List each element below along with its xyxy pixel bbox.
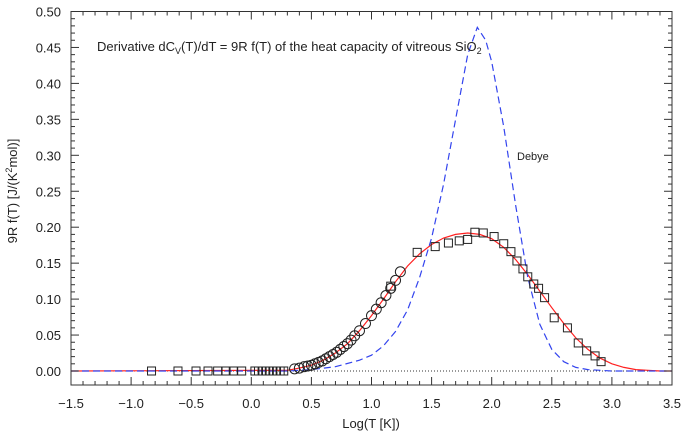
square-point — [203, 366, 213, 376]
x-tick-label: 2.5 — [543, 396, 561, 411]
x-tick-label: 3.5 — [663, 396, 681, 411]
square-point — [237, 366, 247, 376]
title-part: Derivative dC — [97, 39, 175, 54]
square-point — [489, 232, 499, 242]
circle-point — [353, 325, 365, 337]
y-tick-label: 0.20 — [36, 220, 61, 235]
ylabel-part: mol)] — [5, 139, 20, 168]
title-sub: V — [175, 46, 181, 56]
circle-point — [334, 343, 346, 355]
circle-point — [331, 346, 343, 358]
square-point — [512, 256, 522, 266]
square-point — [221, 366, 231, 376]
circle-point — [338, 341, 350, 353]
x-tick-label: 0.5 — [302, 396, 320, 411]
y-tick-label: 0.35 — [36, 112, 61, 127]
circle-point — [390, 274, 402, 286]
x-tick-label: −1.0 — [118, 396, 144, 411]
square-point — [534, 283, 544, 293]
square-point — [478, 228, 488, 238]
square-point — [596, 357, 606, 367]
x-tick-label: −1.5 — [58, 396, 84, 411]
chart-title: Derivative dCV(T)/dT = 9R f(T) of the he… — [97, 39, 482, 56]
circle-point — [298, 361, 310, 373]
y-axis-label: 9R f(T) [J/(K2mol)] — [4, 139, 20, 244]
y-tick-label: 0.05 — [36, 328, 61, 343]
square-point — [506, 247, 516, 257]
x-tick-label: 2.0 — [483, 396, 501, 411]
square-point — [147, 366, 157, 376]
circle-point — [394, 266, 406, 278]
square-point — [549, 313, 559, 323]
y-tick-label: 0.25 — [36, 184, 61, 199]
square-point — [523, 272, 533, 282]
square-point — [412, 247, 422, 257]
x-tick-label: 0.0 — [242, 396, 260, 411]
square-point — [430, 242, 440, 252]
x-tick-label: 1.0 — [362, 396, 380, 411]
x-axis-label: Log(T [K]) — [342, 416, 400, 431]
debye-annotation: Debye — [517, 151, 549, 163]
square-point — [191, 366, 201, 376]
square-point — [582, 346, 592, 356]
square-point — [540, 293, 550, 303]
fit-curve — [70, 232, 672, 372]
title-sub: 2 — [477, 46, 482, 56]
x-tick-label: 3.0 — [603, 396, 621, 411]
y-tick-label: 0.40 — [36, 76, 61, 91]
circle-point — [293, 362, 305, 374]
title-part: (T)/dT = 9R f(T) of the heat capacity of… — [181, 39, 477, 54]
circle-point — [341, 338, 353, 350]
circle-point — [385, 282, 397, 294]
circle-point — [359, 318, 371, 330]
x-tick-label: −0.5 — [178, 396, 204, 411]
square-point — [562, 323, 572, 333]
y-tick-label: 0.50 — [36, 5, 61, 20]
y-tick-label: 0.00 — [36, 364, 61, 379]
square-point — [279, 366, 289, 376]
plot-frame — [70, 11, 673, 386]
x-tick-label: 1.5 — [423, 396, 441, 411]
square-point — [454, 236, 464, 246]
ylabel-sup: 2 — [4, 168, 14, 173]
y-tick-label: 0.45 — [36, 40, 61, 55]
square-point — [573, 338, 583, 348]
square-point — [590, 351, 600, 361]
ylabel-part: 9R f(T) [J/(K — [5, 172, 20, 243]
square-point — [499, 239, 509, 249]
square-point — [173, 366, 183, 376]
y-tick-label: 0.30 — [36, 148, 61, 163]
y-tick-label: 0.10 — [36, 292, 61, 307]
square-point — [518, 264, 528, 274]
circle-point — [302, 360, 314, 372]
y-tick-label: 0.15 — [36, 256, 61, 271]
square-point — [443, 238, 453, 248]
debye-curve — [71, 25, 672, 372]
square-point — [463, 234, 473, 244]
